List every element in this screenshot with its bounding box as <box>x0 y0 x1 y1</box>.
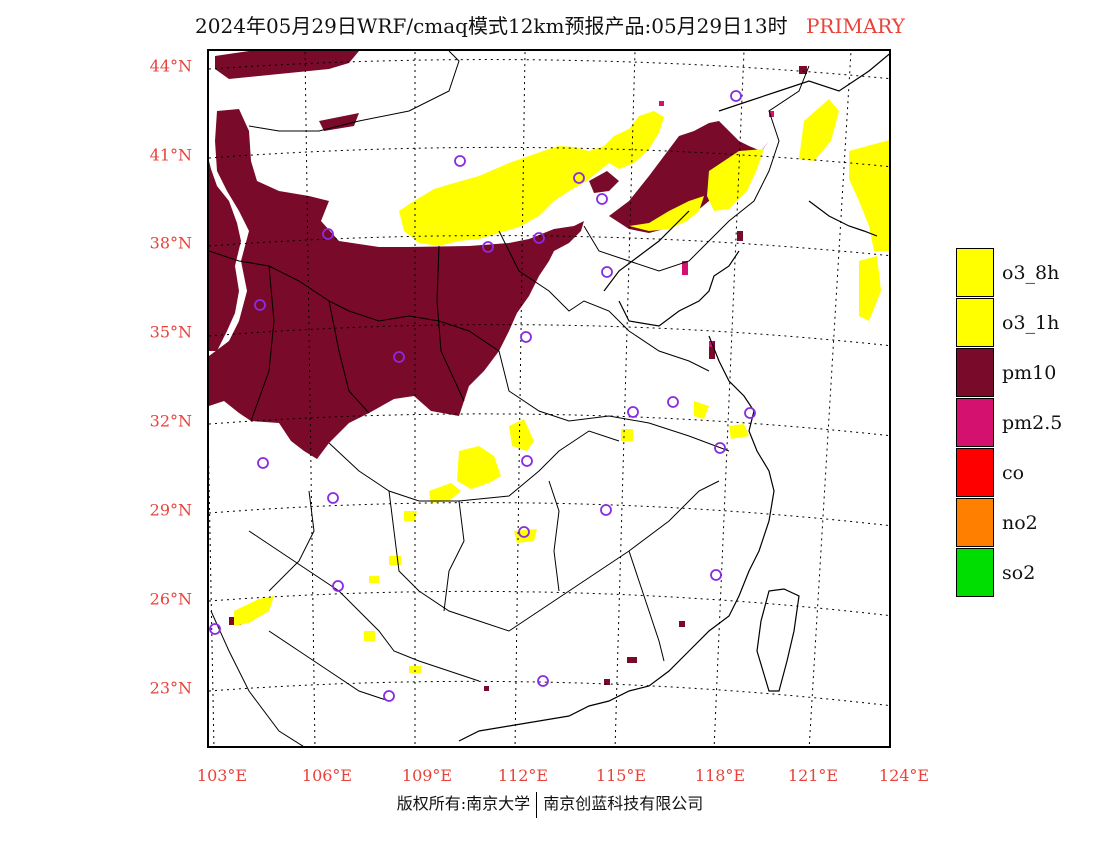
primary-tag: PRIMARY <box>805 14 905 38</box>
lat-label-35: 35°N <box>149 322 192 342</box>
lat-label-23: 23°N <box>149 678 192 698</box>
lon-label-109: 109°E <box>401 766 453 785</box>
coastline <box>458 53 889 742</box>
legend-label: no2 <box>1002 512 1038 534</box>
copyright-right: 南京创蓝科技有限公司 <box>543 794 704 813</box>
monitoring-stations <box>209 90 756 702</box>
pm25-spots <box>659 101 774 347</box>
pm10-region <box>209 51 807 691</box>
legend-label: o3_8h <box>1002 262 1060 284</box>
legend-label: pm2.5 <box>1002 412 1063 434</box>
title-text: 2024年05月29日WRF/cmaq模式12km预报产品:05月29日13时 <box>195 14 788 38</box>
lat-label-44: 44°N <box>149 56 192 76</box>
lat-label-41: 41°N <box>149 145 192 165</box>
legend-label: o3_1h <box>1002 312 1060 334</box>
forecast-map[interactable] <box>207 49 891 748</box>
lon-label-106: 106°E <box>301 766 353 785</box>
legend-swatch <box>956 298 994 347</box>
lon-label-118: 118°E <box>694 766 746 785</box>
graticule <box>209 51 889 746</box>
lon-label-112: 112°E <box>497 766 549 785</box>
o3-region <box>234 99 889 673</box>
lon-label-124: 124°E <box>878 766 930 785</box>
lat-label-32: 32°N <box>149 411 192 431</box>
copyright-left: 版权所有:南京大学 <box>396 794 531 813</box>
legend-label: pm10 <box>1002 362 1057 384</box>
legend-swatch <box>956 348 994 397</box>
lat-label-38: 38°N <box>149 233 192 253</box>
map-title: 2024年05月29日WRF/cmaq模式12km预报产品:05月29日13时 … <box>0 10 1100 39</box>
province-borders <box>209 51 810 746</box>
lon-label-121: 121°E <box>787 766 839 785</box>
lat-label-26: 26°N <box>149 589 192 609</box>
legend-swatch <box>956 448 994 497</box>
lat-label-29: 29°N <box>149 500 192 520</box>
copyright: 版权所有:南京大学 南京创蓝科技有限公司 <box>0 790 1100 818</box>
legend-label: so2 <box>1002 562 1036 584</box>
map-canvas <box>209 51 889 746</box>
legend-label: co <box>1002 462 1025 484</box>
legend-swatch <box>956 398 994 447</box>
legend-swatch <box>956 498 994 547</box>
legend-swatch <box>956 548 994 597</box>
lon-label-103: 103°E <box>196 766 248 785</box>
copyright-separator <box>536 791 538 818</box>
lon-label-115: 115°E <box>595 766 647 785</box>
legend-swatch <box>956 248 994 297</box>
